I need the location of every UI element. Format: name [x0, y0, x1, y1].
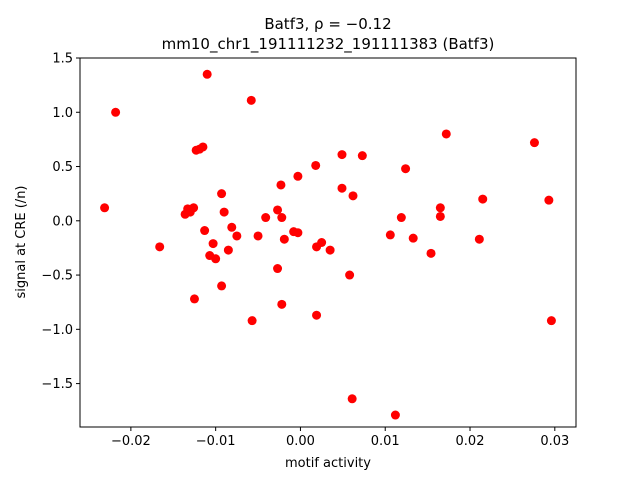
data-point: [529, 138, 539, 148]
data-point: [223, 245, 233, 255]
data-point: [312, 310, 322, 320]
data-point: [253, 231, 263, 241]
data-point: [337, 150, 347, 160]
data-point: [227, 222, 237, 232]
data-point: [396, 213, 406, 223]
data-point: [247, 316, 257, 326]
data-point: [219, 207, 229, 217]
plot-frame: [79, 57, 577, 428]
data-point: [273, 205, 283, 215]
data-point: [155, 242, 165, 252]
x-axis-label: motif activity: [285, 456, 371, 471]
data-point: [317, 238, 327, 247]
data-point: [198, 142, 208, 152]
x-tick-label: 0.02: [456, 434, 485, 449]
data-point: [401, 164, 411, 174]
data-point: [189, 294, 199, 304]
data-points: [100, 69, 556, 420]
x-tick-label: 0.00: [286, 434, 315, 449]
data-point: [273, 264, 283, 274]
y-tick-label: −1.0: [41, 323, 73, 338]
y-tick-label: 0.5: [52, 160, 73, 175]
data-point: [385, 230, 395, 240]
data-point: [277, 299, 287, 309]
y-axis-label: signal at CRE (/n): [14, 185, 29, 298]
data-point: [111, 107, 121, 117]
data-point: [357, 151, 367, 161]
data-point: [208, 239, 218, 249]
data-point: [435, 211, 445, 221]
data-point: [408, 233, 418, 243]
data-point: [276, 180, 286, 190]
data-point: [293, 171, 303, 181]
data-point: [202, 69, 212, 79]
y-tick-label: −0.5: [41, 269, 73, 284]
data-point: [544, 195, 554, 205]
data-point: [189, 203, 199, 213]
data-point: [546, 316, 556, 326]
x-tick-label: −0.02: [111, 434, 151, 449]
data-point: [474, 234, 484, 244]
data-point: [347, 394, 357, 404]
y-tick-label: −1.5: [41, 377, 73, 392]
y-tick-label: 1.0: [52, 106, 73, 121]
chart-title-line-2: mm10_chr1_191111232_191111383 (Batf3): [162, 35, 495, 54]
data-point: [200, 226, 210, 236]
data-point: [348, 191, 358, 201]
data-point: [337, 183, 347, 193]
data-point: [441, 129, 451, 139]
data-point: [246, 95, 256, 105]
data-point: [390, 410, 400, 420]
chart-title-line-1: Batf3, ρ = −0.12: [264, 15, 391, 33]
y-tick-label: 1.5: [52, 52, 73, 67]
data-point: [293, 228, 303, 238]
data-point: [100, 203, 110, 213]
data-point: [426, 248, 436, 258]
y-tick-label: 0.0: [52, 214, 73, 229]
data-point: [325, 245, 335, 255]
x-tick-label: 0.01: [371, 434, 400, 449]
data-point: [217, 189, 227, 199]
x-tick-label: −0.01: [196, 434, 236, 449]
data-point: [232, 231, 242, 241]
data-point: [211, 254, 221, 264]
axis-ticks: −0.02 −0.01 0.00 0.01 0.02 0.03 −1.5 −1.0 −0.5 0.…: [41, 52, 569, 450]
x-tick-label: 0.03: [540, 434, 569, 449]
data-point: [311, 160, 321, 170]
data-point: [217, 281, 227, 291]
data-point: [261, 213, 271, 223]
data-point: [279, 234, 289, 244]
data-point: [435, 203, 445, 213]
data-point: [478, 194, 488, 204]
data-point: [345, 270, 355, 280]
data-point: [277, 213, 287, 223]
